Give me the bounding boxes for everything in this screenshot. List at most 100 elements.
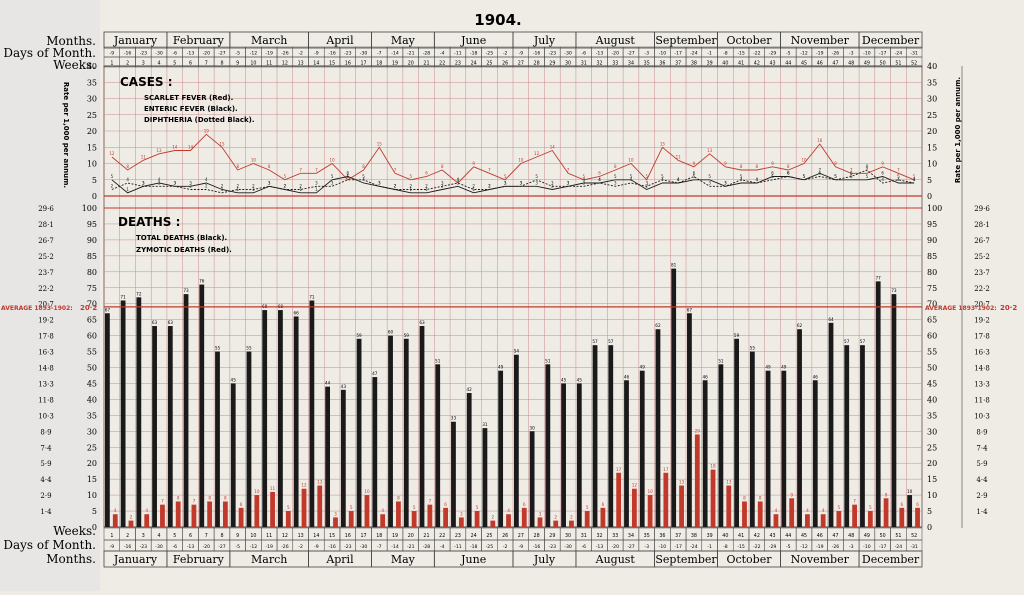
average-value-right: 20·2: [1000, 304, 1017, 312]
total-deaths-bar: [718, 364, 724, 527]
week-label-bottom: 9: [236, 533, 239, 539]
day-label: -20: [611, 51, 619, 57]
enteric-fever-line-point-label: 5: [111, 174, 114, 179]
total-deaths-bar: [278, 310, 283, 527]
month-label-bottom: April: [325, 553, 354, 566]
day-label: -23: [140, 51, 148, 57]
week-label: 10: [250, 61, 256, 67]
weeks-row-label: Weeks.: [53, 58, 96, 72]
week-label: 7: [205, 61, 208, 67]
total-deaths-value: 31: [482, 422, 488, 427]
zymotic-deaths-bar: [537, 517, 543, 527]
day-label-bottom: -10: [863, 544, 871, 550]
deaths-y-tick-right: 80: [927, 268, 937, 277]
enteric-fever-line-point-label: 3: [504, 180, 507, 185]
rate-tick-right: 8·9: [976, 428, 987, 436]
week-label-bottom: 51: [895, 533, 901, 539]
diphtheria-line-point-label: 3: [378, 180, 381, 185]
diphtheria-line-point-label: 3: [441, 180, 444, 185]
week-label: 24: [471, 61, 477, 67]
deaths-y-tick-left: 90: [87, 236, 97, 245]
day-label: -6: [172, 51, 177, 57]
diphtheria-line-point-label: 4: [677, 177, 680, 182]
day-label-bottom: -2: [503, 544, 508, 550]
week-label-bottom: 36: [659, 533, 665, 539]
enteric-fever-line-point-label: 4: [598, 177, 601, 182]
zymotic-deaths-value: 10: [647, 489, 653, 494]
scarlet-fever-line-point-label: 9: [834, 161, 837, 166]
zymotic-deaths-bar: [663, 472, 669, 527]
rate-tick-right: 17·8: [974, 333, 990, 341]
week-label-bottom: 18: [376, 533, 382, 539]
day-label: -9: [110, 51, 115, 57]
day-label: -30: [564, 51, 572, 57]
day-label: -12: [250, 51, 258, 57]
enteric-fever-line-point-label: 2: [394, 184, 397, 189]
diphtheria-line-point-label: 5: [661, 174, 664, 179]
day-label: -8: [723, 51, 728, 57]
enteric-fever-line-point-label: 5: [850, 174, 853, 179]
total-deaths-bar: [844, 345, 850, 527]
cases-y-tick-left: 40: [87, 62, 97, 71]
scarlet-fever-line-point-label: 15: [660, 141, 666, 146]
zymotic-deaths-value: 8: [397, 495, 400, 500]
month-label-bottom: September: [655, 553, 717, 566]
scarlet-fever-line-point-label: 10: [801, 158, 807, 163]
week-label-bottom: 41: [738, 533, 744, 539]
week-label: 48: [848, 61, 854, 67]
cases-legend-item: DIPHTHERIA (Dotted Black).: [144, 116, 255, 124]
zymotic-deaths-value: 5: [413, 505, 416, 510]
total-deaths-bar: [340, 389, 346, 527]
day-label-bottom: -19: [816, 544, 824, 550]
scarlet-fever-line-point-label: 8: [126, 164, 129, 169]
day-label-bottom: -5: [235, 544, 240, 550]
week-label-bottom: 35: [644, 533, 650, 539]
total-deaths-bar: [215, 351, 220, 527]
zymotic-deaths-bar: [726, 485, 732, 527]
zymotic-deaths-bar: [553, 520, 559, 527]
total-deaths-bar: [482, 428, 488, 527]
deaths-y-tick-left: 70: [87, 300, 97, 309]
day-label-bottom: -29: [769, 544, 777, 550]
scarlet-fever-line-point-label: 7: [394, 167, 397, 172]
days-row-label: Days of Month.: [3, 46, 96, 60]
total-deaths-value: 51: [435, 358, 441, 363]
total-deaths-value: 66: [293, 310, 299, 315]
day-label: -11: [454, 51, 462, 57]
total-deaths-value: 49: [498, 365, 504, 370]
zymotic-deaths-bar: [222, 501, 228, 527]
day-label: -25: [486, 51, 494, 57]
total-deaths-value: 47: [372, 371, 378, 376]
week-label-bottom: 14: [313, 533, 319, 539]
total-deaths-bar: [875, 281, 881, 527]
scarlet-fever-line-point-label: 5: [583, 174, 586, 179]
day-label: -20: [202, 51, 210, 57]
day-label-bottom: -16: [124, 544, 132, 550]
day-label-bottom: -19: [265, 544, 273, 550]
day-label: -30: [360, 51, 368, 57]
deaths-legend: DEATHS : TOTAL DEATHS (Black). ZYMOTIC D…: [118, 215, 232, 254]
zymotic-deaths-bar: [411, 511, 417, 527]
zymotic-deaths-value: 12: [301, 483, 307, 488]
total-deaths-bar: [561, 383, 566, 527]
month-label: August: [595, 34, 636, 47]
week-label-bottom: 32: [596, 533, 602, 539]
week-label-bottom: 4: [158, 533, 161, 539]
deaths-y-tick-right: 5: [927, 507, 932, 516]
zymotic-deaths-value: 9: [790, 492, 793, 497]
rate-tick-left: 1·4: [40, 508, 52, 516]
zymotic-deaths-value: 6: [444, 502, 447, 507]
enteric-fever-line-point-label: 4: [677, 177, 680, 182]
rate-tick-right: 10·3: [974, 412, 990, 420]
scarlet-fever-line-point-label: 8: [362, 164, 365, 169]
week-label-bottom: 33: [612, 533, 618, 539]
week-label: 35: [644, 61, 650, 67]
enteric-fever-line-point-label: 2: [284, 184, 287, 189]
zymotic-deaths-value: 4: [145, 508, 148, 513]
zymotic-deaths-value: 7: [853, 499, 856, 504]
day-label-bottom: -3: [644, 544, 649, 550]
diphtheria-line-point-label: 4: [630, 177, 633, 182]
day-label: -21: [407, 51, 415, 57]
